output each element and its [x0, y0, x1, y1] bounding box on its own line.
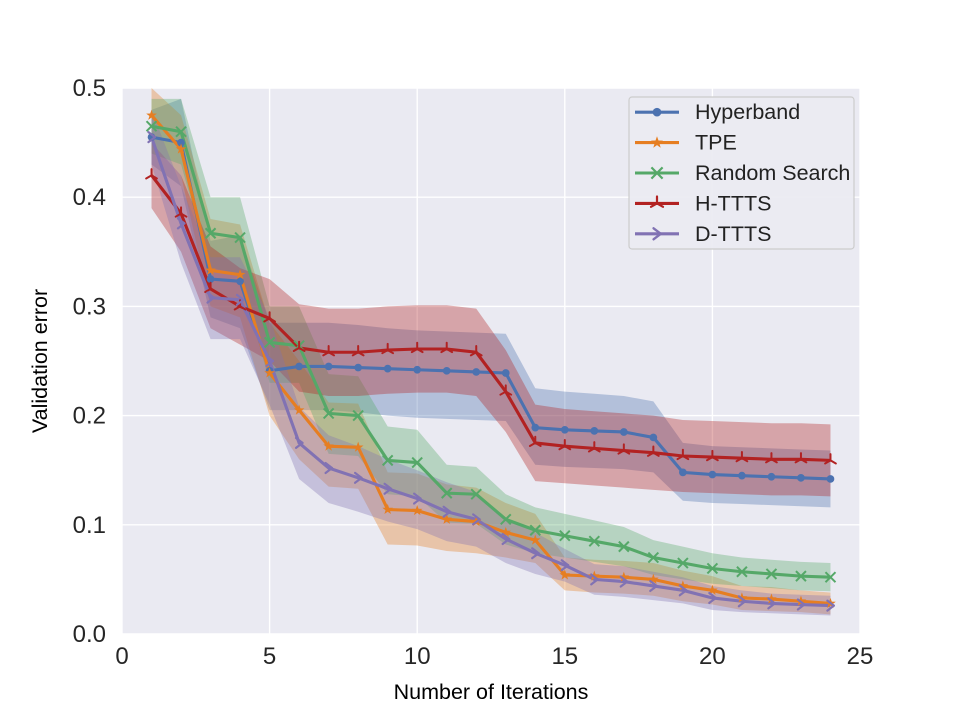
svg-text:15: 15	[551, 643, 578, 670]
svg-text:10: 10	[404, 643, 431, 670]
svg-text:D-TTTS: D-TTTS	[695, 222, 771, 246]
svg-text:5: 5	[263, 643, 276, 670]
svg-text:Random Search: Random Search	[695, 161, 850, 185]
svg-text:0.0: 0.0	[73, 621, 106, 648]
svg-text:0.4: 0.4	[73, 184, 106, 211]
svg-text:TPE: TPE	[695, 131, 737, 155]
svg-text:Number of Iterations: Number of Iterations	[394, 680, 589, 704]
svg-text:Validation error: Validation error	[28, 289, 52, 433]
svg-text:0.5: 0.5	[73, 75, 106, 102]
svg-text:20: 20	[699, 643, 726, 670]
svg-text:Hyperband: Hyperband	[695, 100, 800, 124]
svg-text:0.2: 0.2	[73, 403, 106, 430]
svg-text:25: 25	[847, 643, 874, 670]
svg-text:0: 0	[115, 643, 128, 670]
svg-text:H-TTTS: H-TTTS	[695, 191, 771, 215]
svg-text:0.3: 0.3	[73, 293, 106, 320]
svg-text:0.1: 0.1	[73, 512, 106, 539]
